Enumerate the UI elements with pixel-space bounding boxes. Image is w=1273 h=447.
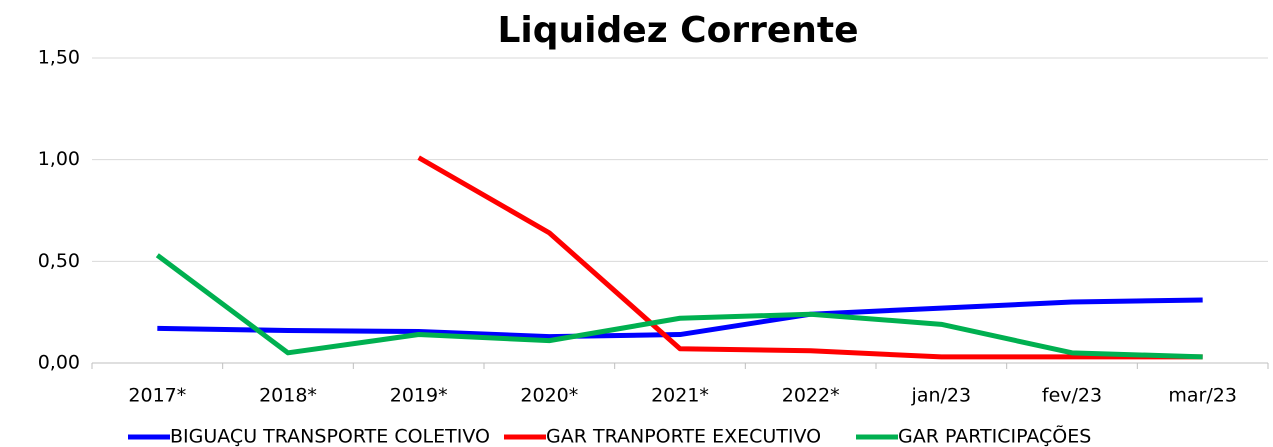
x-tick-label: 2017*: [128, 385, 186, 407]
x-tick-label: 2021*: [651, 385, 709, 407]
x-tick-label: fev/23: [1042, 385, 1102, 407]
x-tick-label: jan/23: [911, 385, 972, 407]
legend-label: GAR PARTICIPAÇÕES: [898, 425, 1091, 447]
chart-title: Liquidez Corrente: [497, 10, 858, 51]
y-tick-label: 1,50: [38, 47, 80, 69]
y-tick-label: 0,50: [38, 250, 80, 272]
y-tick-label: 0,00: [38, 352, 80, 374]
series-line: [155, 253, 1203, 360]
series-line: [417, 155, 1203, 360]
y-tick-label: 1,00: [38, 148, 80, 170]
x-tick-label: 2022*: [782, 385, 840, 407]
x-tick-label: 2019*: [390, 385, 448, 407]
x-tick-label: mar/23: [1168, 385, 1237, 407]
series-line: [157, 297, 1203, 340]
x-tick-label: 2020*: [520, 385, 578, 407]
legend-label: GAR TRANPORTE EXECUTIVO: [546, 426, 821, 447]
x-tick-label: 2018*: [259, 385, 317, 407]
legend-label: BIGUAÇU TRANSPORTE COLETIVO: [170, 426, 490, 447]
